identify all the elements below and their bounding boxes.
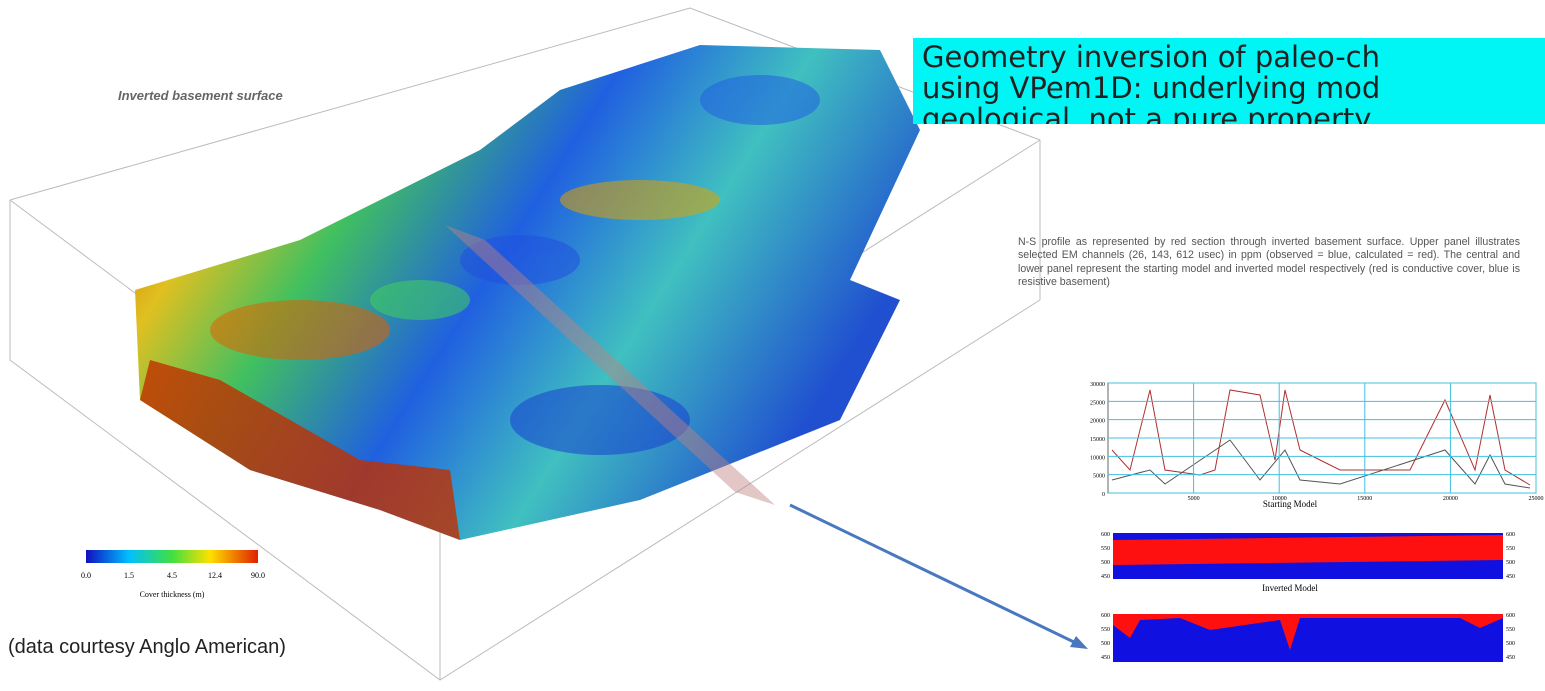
y-tick-label: 500 (1101, 641, 1110, 647)
colorbar-tick: 12.4 (208, 571, 222, 580)
x-tick-label: 25000 (1529, 496, 1544, 502)
colorbar-label: Cover thickness (m) (140, 590, 205, 599)
title-line: Geometry inversion of paleo-ch (922, 40, 1381, 74)
panel-label: Inverted Model (1262, 583, 1318, 593)
y-tick-label: 0 (1102, 492, 1105, 498)
y-tick-label: 25000 (1090, 400, 1105, 406)
colorbar-tick: 1.5 (124, 571, 134, 580)
colorbar-tick: 4.5 (167, 571, 177, 580)
y-tick-label: 20000 (1090, 419, 1105, 425)
x-tick-label: 20000 (1443, 496, 1458, 502)
model-panel (1113, 614, 1503, 662)
surface-label: Inverted basement surface (118, 88, 283, 103)
panel-label: Starting Model (1263, 499, 1318, 509)
y-tick-label: 10000 (1090, 455, 1105, 461)
x-tick-label: 5000 (1188, 496, 1200, 502)
title-line: geological, not a pure property (922, 102, 1372, 125)
y-tick-label: 450 (1506, 574, 1515, 580)
surface-texture (210, 75, 820, 455)
y-tick-label: 550 (1101, 546, 1110, 552)
colorbar-tick: 0.0 (81, 571, 91, 580)
arrow-head (1070, 636, 1088, 649)
y-tick-label: 5000 (1093, 474, 1105, 480)
colorbar (86, 550, 258, 563)
cover-layer (1113, 535, 1503, 565)
y-tick-label: 550 (1506, 627, 1515, 633)
y-tick-label: 30000 (1090, 382, 1105, 388)
surface (135, 45, 920, 540)
y-tick-label: 450 (1506, 655, 1515, 661)
caption: N-S profile as represented by red sectio… (1018, 236, 1520, 288)
y-tick-label: 450 (1101, 574, 1110, 580)
surface-edge (140, 360, 460, 540)
x-tick-label: 15000 (1357, 496, 1372, 502)
y-tick-label: 550 (1101, 627, 1110, 633)
y-tick-label: 600 (1506, 613, 1515, 619)
credit: (data courtesy Anglo American) (8, 636, 286, 658)
title-box: Geometry inversion of paleo-ch using VPe… (913, 38, 1545, 124)
x-tick-label: 10000 (1272, 496, 1287, 502)
colorbar-tick: 90.0 (251, 571, 265, 580)
cover-layer (1113, 614, 1503, 650)
section-plane (445, 225, 775, 505)
y-tick-label: 600 (1101, 532, 1110, 538)
title-line: using VPem1D: underlying mod (922, 71, 1381, 105)
y-tick-label: 500 (1101, 560, 1110, 566)
profile-curve (1111, 439, 1531, 489)
y-tick-label: 550 (1506, 546, 1515, 552)
y-tick-label: 450 (1101, 655, 1110, 661)
arrow (789, 503, 1079, 646)
y-tick-label: 500 (1506, 641, 1515, 647)
y-tick-label: 500 (1506, 560, 1515, 566)
y-tick-label: 600 (1506, 532, 1515, 538)
y-tick-label: 15000 (1090, 437, 1105, 443)
y-tick-label: 600 (1101, 613, 1110, 619)
